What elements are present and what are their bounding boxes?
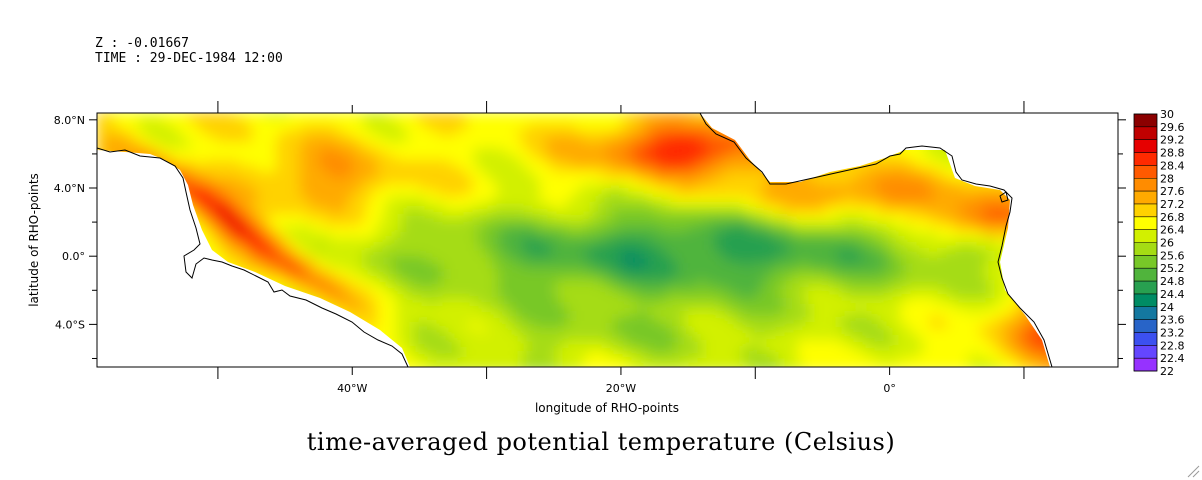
colorbar-label-10: 26 <box>1160 237 1174 250</box>
time-label: TIME : 29-DEC-1984 12:00 <box>95 51 283 66</box>
colorbar-swatch-3 <box>1134 152 1157 166</box>
y-axis-label: latitude of RHO-points <box>27 173 41 307</box>
colorbar-label-14: 24.4 <box>1160 288 1185 301</box>
colorbar-label-12: 25.2 <box>1160 262 1185 275</box>
colorbar-swatch-0 <box>1134 114 1157 128</box>
colorbar-label-13: 24.8 <box>1160 275 1185 288</box>
colorbar-swatch-13 <box>1134 281 1157 295</box>
colorbar-label-7: 27.2 <box>1160 198 1185 211</box>
colorbar-swatch-4 <box>1134 165 1157 179</box>
colorbar-label-6: 27.6 <box>1160 185 1185 198</box>
colorbar-label-18: 22.8 <box>1160 339 1185 352</box>
y-tick-label-0: 8.0°N <box>54 114 85 127</box>
colorbar-swatch-2 <box>1134 139 1157 153</box>
resize-grip-icon[interactable] <box>1186 464 1200 478</box>
africa-coastline <box>699 113 1053 367</box>
y-tick-label-3: 4.0°S <box>55 318 85 331</box>
colorbar-label-4: 28.4 <box>1160 159 1185 172</box>
colorbar-swatch-8 <box>1134 216 1157 230</box>
africa-land <box>560 113 1118 367</box>
colorbar-label-2: 29.2 <box>1160 134 1185 147</box>
colorbar-swatch-5 <box>1134 178 1157 192</box>
z-level-label: Z : -0.01667 <box>95 36 189 51</box>
south-america-land <box>97 150 410 367</box>
colorbar-swatch-15 <box>1134 306 1157 320</box>
colorbar: 3029.629.228.828.42827.627.226.826.42625… <box>1133 108 1185 378</box>
colorbar-label-19: 22.4 <box>1160 352 1185 365</box>
south-america-coastline <box>97 147 409 367</box>
colorbar-label-20: 22 <box>1160 365 1174 378</box>
colorbar-swatch-14 <box>1134 293 1157 308</box>
colorbar-swatch-7 <box>1134 203 1157 218</box>
plot-frame <box>96 112 1119 368</box>
colorbar-swatch-16 <box>1134 319 1157 333</box>
colorbar-swatch-18 <box>1134 345 1157 359</box>
chart-title: time-averaged potential temperature (Cel… <box>306 428 896 456</box>
colorbar-label-1: 29.6 <box>1160 121 1185 134</box>
x-axis-label: longitude of RHO-points <box>535 401 679 415</box>
colorbar-swatch-1 <box>1134 126 1157 140</box>
colorbar-swatch-12 <box>1134 268 1157 282</box>
plot-header: Z : -0.01667 TIME : 29-DEC-1984 12:00 <box>95 36 283 66</box>
colorbar-swatch-10 <box>1134 242 1157 256</box>
colorbar-swatch-11 <box>1134 255 1157 269</box>
colorbar-label-0: 30 <box>1160 108 1174 121</box>
colorbar-label-9: 26.4 <box>1160 224 1185 237</box>
colorbar-label-8: 26.8 <box>1160 211 1185 224</box>
colorbar-label-5: 28 <box>1160 172 1174 185</box>
colorbar-swatch-19 <box>1134 358 1157 372</box>
bioko-island-coastline <box>999 191 1009 203</box>
y-axis: 8.0°N 4.0°N 0.0° 4.0°S <box>54 114 1126 359</box>
x-tick-label-2: 0° <box>883 382 896 395</box>
colorbar-label-15: 24 <box>1160 301 1174 314</box>
x-tick-label-0: 40°W <box>337 382 367 395</box>
y-tick-label-1: 4.0°N <box>54 182 85 195</box>
colorbar-label-11: 25.6 <box>1160 249 1185 262</box>
x-tick-label-1: 20°W <box>606 382 636 395</box>
colorbar-swatch-17 <box>1134 332 1157 346</box>
colorbar-label-16: 23.6 <box>1160 314 1185 327</box>
colorbar-label-17: 23.2 <box>1160 326 1185 339</box>
colorbar-swatch-9 <box>1134 229 1157 243</box>
colorbar-swatch-6 <box>1134 191 1157 205</box>
colorbar-label-3: 28.8 <box>1160 147 1185 160</box>
temperature-field <box>97 113 1118 367</box>
y-tick-label-2: 0.0° <box>62 250 85 263</box>
x-axis: 40°W 20°W 0° <box>217 101 1025 395</box>
